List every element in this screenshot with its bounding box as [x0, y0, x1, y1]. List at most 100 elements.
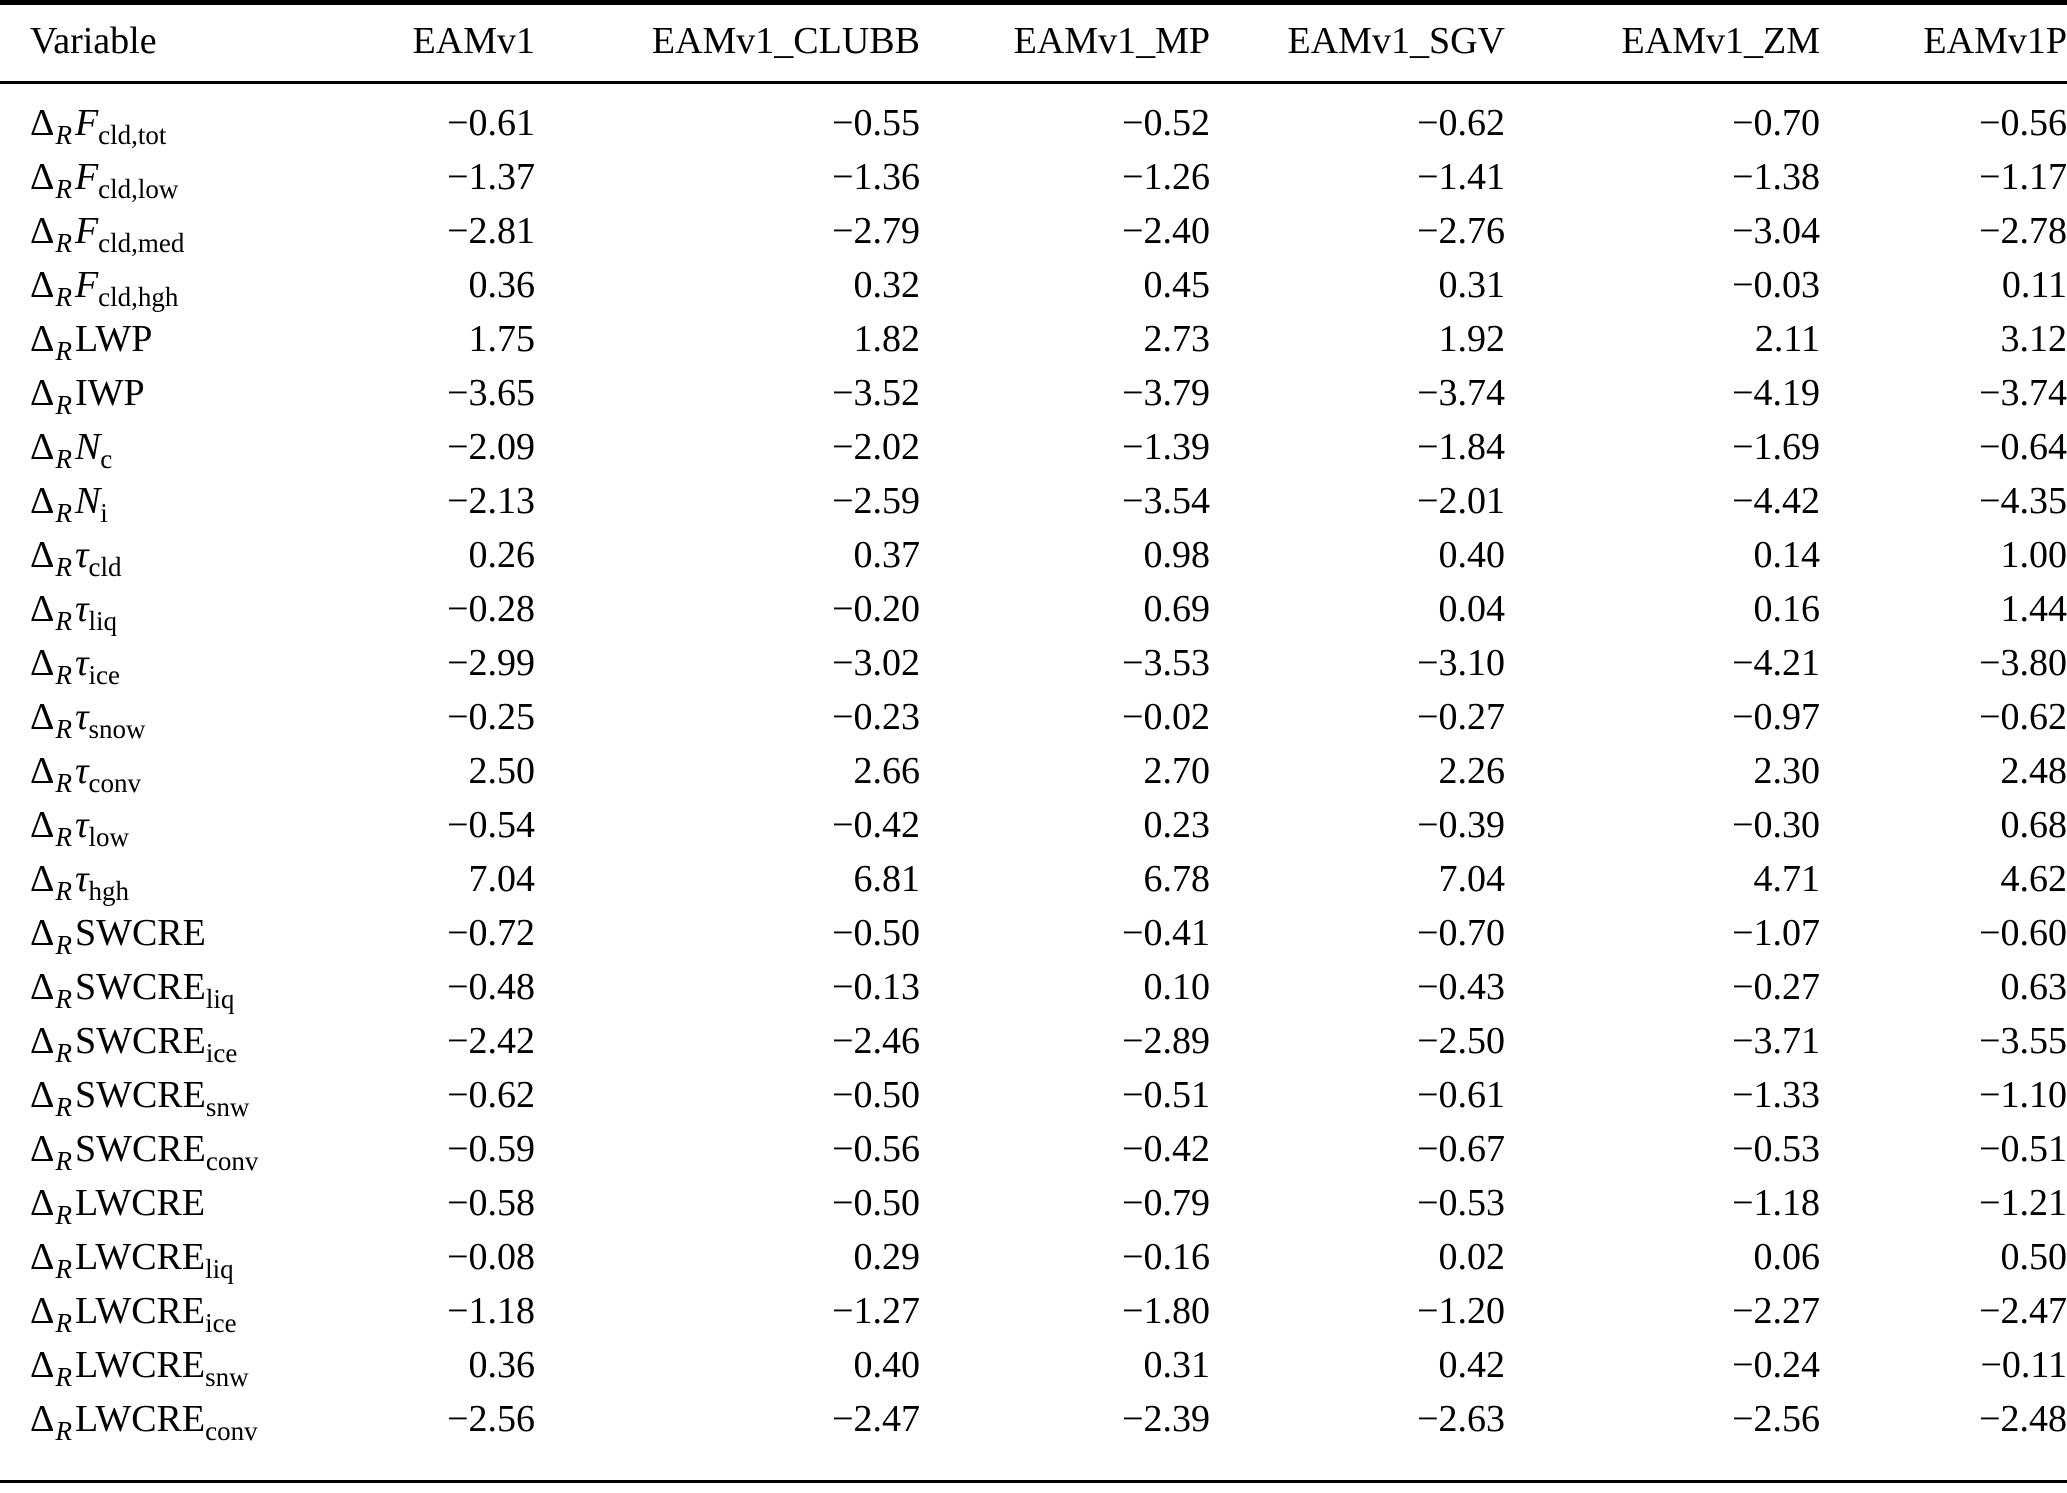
variable-label: ΔRτsnow — [30, 696, 146, 744]
variable-subscript: cld,med — [98, 228, 185, 258]
value-cell: −2.42 — [447, 1020, 535, 1062]
table-row: ΔRSWCRE −0.72 −0.50 −0.41 −0.70 −1.07 −0.60 — [0, 906, 2067, 960]
value-cell: −1.18 — [1732, 1182, 1820, 1224]
value-cell: −1.33 — [1732, 1074, 1820, 1116]
delta-symbol: Δ — [30, 1128, 55, 1170]
value-cell: 0.37 — [853, 534, 921, 576]
delta-subscript: R — [55, 282, 72, 312]
value-cell: −0.50 — [832, 912, 920, 954]
delta-subscript: R — [55, 822, 72, 852]
table-row: ΔRFcld,tot −0.61 −0.55 −0.52 −0.62 −0.70 −0.56 — [0, 83, 2067, 151]
value-cell: −3.04 — [1732, 210, 1820, 252]
column-header-eamv1-zm: EAMv1_ZM — [1505, 2, 1820, 84]
variable-subscript: liq — [205, 1254, 234, 1284]
value-cell: −3.79 — [1122, 372, 1210, 414]
value-cell: −2.81 — [447, 210, 535, 252]
delta-symbol: Δ — [30, 426, 55, 468]
value-cell: −0.97 — [1732, 696, 1820, 738]
value-cell: −0.50 — [832, 1074, 920, 1116]
variable-label: ΔRτliq — [30, 588, 118, 636]
delta-subscript: R — [55, 120, 72, 150]
delta-symbol: Δ — [30, 804, 55, 846]
variable-label: ΔRFcld,low — [30, 156, 179, 204]
value-cell: −1.27 — [832, 1290, 920, 1332]
value-cell: −0.79 — [1122, 1182, 1210, 1224]
delta-symbol: Δ — [30, 1290, 55, 1332]
variable-subscript: liq — [205, 984, 235, 1014]
value-cell: −2.40 — [1122, 210, 1210, 252]
value-cell: −2.63 — [1417, 1398, 1505, 1440]
value-cell: 0.40 — [853, 1344, 921, 1386]
variable-subscript: cld — [88, 552, 122, 582]
variable-subscript: c — [100, 444, 113, 474]
value-cell: −4.42 — [1732, 480, 1820, 522]
table-row: ΔRFcld,med −2.81 −2.79 −2.40 −2.76 −3.04 −2.78 — [0, 204, 2067, 258]
value-cell: 2.26 — [1438, 750, 1506, 792]
variable-label: ΔRSWCREice — [30, 1020, 238, 1068]
delta-subscript: R — [55, 714, 72, 744]
value-cell: 0.31 — [1143, 1344, 1211, 1386]
delta-subscript: R — [55, 444, 72, 474]
variable-subscript: hgh — [88, 876, 130, 906]
delta-symbol: Δ — [30, 318, 55, 360]
delta-symbol: Δ — [30, 480, 55, 522]
value-cell: −0.61 — [447, 102, 535, 144]
value-cell: 7.04 — [468, 858, 536, 900]
value-cell: −1.18 — [447, 1290, 535, 1332]
value-cell: −1.69 — [1732, 426, 1820, 468]
delta-symbol: Δ — [30, 696, 55, 738]
variable-label: ΔRFcld,tot — [30, 102, 167, 150]
value-cell: −0.24 — [1732, 1344, 1820, 1386]
value-cell: −2.27 — [1732, 1290, 1820, 1332]
value-cell: 0.06 — [1753, 1236, 1821, 1278]
value-cell: −0.62 — [1979, 696, 2067, 738]
value-cell: −4.35 — [1979, 480, 2067, 522]
delta-subscript: R — [55, 1092, 72, 1122]
delta-symbol: Δ — [30, 1074, 55, 1116]
delta-subscript: R — [55, 1416, 72, 1446]
variable-label: ΔRLWCREsnw — [30, 1344, 249, 1392]
delta-subscript: R — [55, 984, 72, 1014]
value-cell: −0.67 — [1417, 1128, 1505, 1170]
value-cell: −0.59 — [447, 1128, 535, 1170]
value-cell: −1.41 — [1417, 156, 1505, 198]
column-header-eamv1-sgv: EAMv1_SGV — [1210, 2, 1505, 84]
variable-label: ΔRFcld,med — [30, 210, 185, 258]
value-cell: −0.53 — [1417, 1182, 1505, 1224]
value-cell: −0.27 — [1417, 696, 1505, 738]
value-cell: −0.41 — [1122, 912, 1210, 954]
delta-symbol: Δ — [30, 102, 55, 144]
value-cell: 2.48 — [2000, 750, 2067, 792]
delta-symbol: Δ — [30, 1020, 55, 1062]
value-cell: 0.16 — [1753, 588, 1821, 630]
variable-subscript: i — [100, 498, 108, 528]
value-cell: 0.14 — [1753, 534, 1821, 576]
table-row: ΔRLWCREconv −2.56 −2.47 −2.39 −2.63 −2.56 −2.4… — [0, 1392, 2067, 1482]
table-row: ΔRNi −2.13 −2.59 −3.54 −2.01 −4.42 −4.35 — [0, 474, 2067, 528]
table-row: ΔRτice −2.99 −3.02 −3.53 −3.10 −4.21 −3.80 — [0, 636, 2067, 690]
value-cell: 0.10 — [1143, 966, 1211, 1008]
table-row: ΔRSWCREconv −0.59 −0.56 −0.42 −0.67 −0.53 −0.5… — [0, 1122, 2067, 1176]
value-cell: −2.39 — [1122, 1398, 1210, 1440]
column-header-eamv1-mp: EAMv1_MP — [920, 2, 1210, 84]
value-cell: 2.11 — [1754, 318, 1820, 360]
value-cell: −2.56 — [447, 1398, 535, 1440]
value-cell: −2.47 — [832, 1398, 920, 1440]
delta-subscript: R — [55, 660, 72, 690]
value-cell: −0.39 — [1417, 804, 1505, 846]
delta-symbol: Δ — [30, 642, 55, 684]
value-cell: −3.10 — [1417, 642, 1505, 684]
value-cell: 1.92 — [1438, 318, 1506, 360]
table-row: ΔRLWCREsnw 0.36 0.40 0.31 0.42 −0.24 −0.11 — [0, 1338, 2067, 1392]
variable-subscript: liq — [88, 606, 118, 636]
table-row: ΔRτconv 2.50 2.66 2.70 2.26 2.30 2.48 — [0, 744, 2067, 798]
value-cell: −2.01 — [1417, 480, 1505, 522]
value-cell: −1.39 — [1122, 426, 1210, 468]
delta-symbol: Δ — [30, 1236, 55, 1278]
value-cell: −0.02 — [1122, 696, 1210, 738]
table-row: ΔRτcld 0.26 0.37 0.98 0.40 0.14 1.00 — [0, 528, 2067, 582]
value-cell: −2.02 — [832, 426, 920, 468]
value-cell: −3.74 — [1979, 372, 2067, 414]
table-row: ΔRIWP −3.65 −3.52 −3.79 −3.74 −4.19 −3.74 — [0, 366, 2067, 420]
